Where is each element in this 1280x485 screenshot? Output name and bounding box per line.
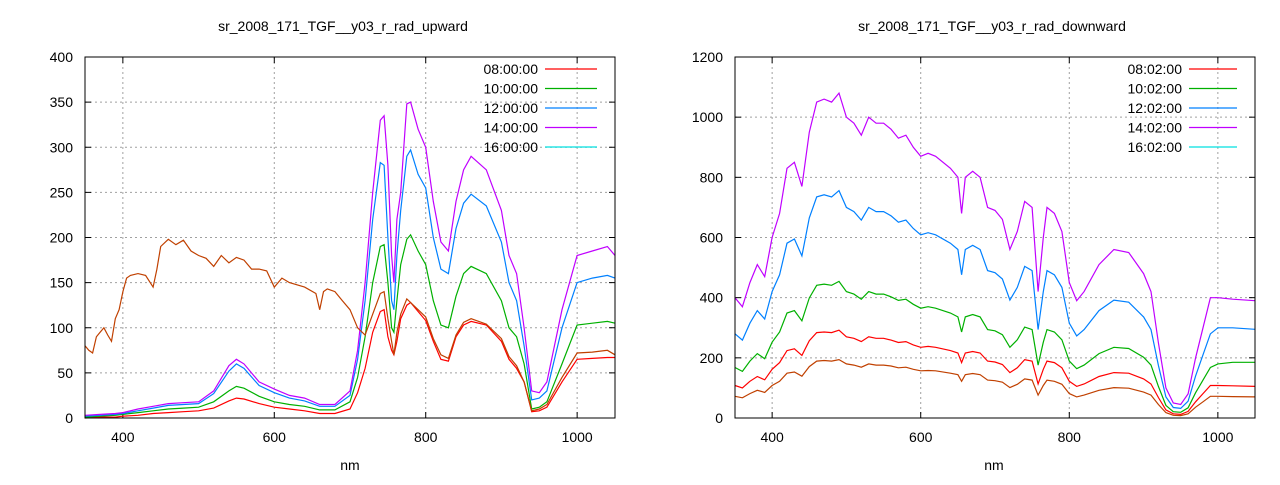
series-line-10-00-00 xyxy=(84,233,616,418)
legend-label: 10:02:00 xyxy=(1128,81,1183,97)
series-line-14-00-00 xyxy=(84,101,616,416)
downward-radiance-plot: sr_2008_171_TGF__y03_r_rad_downward nm 4… xyxy=(692,18,1256,473)
plot-title: sr_2008_171_TGF__y03_r_rad_downward xyxy=(858,18,1126,34)
y-tick-label: 100 xyxy=(50,320,74,336)
y-tick-label: 400 xyxy=(50,49,74,65)
legend-label: 08:02:00 xyxy=(1128,61,1183,77)
series-line-08-00-00 xyxy=(84,301,615,419)
legend-label: 08:00:00 xyxy=(484,61,539,77)
x-tick-label: 1000 xyxy=(1202,429,1233,445)
y-tick-label: 50 xyxy=(57,365,73,381)
series-line-12-00-00 xyxy=(84,148,616,417)
y-tick-label: 800 xyxy=(700,169,724,185)
x-tick-label: 600 xyxy=(263,429,287,445)
legend-label: 16:00:00 xyxy=(484,139,539,155)
legend-label: 16:02:00 xyxy=(1128,139,1183,155)
y-tick-label: 200 xyxy=(700,350,724,366)
legend-label: 14:00:00 xyxy=(484,120,539,136)
series-line-12-02-00 xyxy=(734,189,1256,410)
y-tick-label: 300 xyxy=(50,139,74,155)
upward-radiance-plot: sr_2008_171_TGF__y03_r_rad_upward nm 400… xyxy=(50,18,616,473)
x-tick-label: 400 xyxy=(760,429,784,445)
x-axis-label: nm xyxy=(984,457,1003,473)
legend-label: 12:02:00 xyxy=(1128,100,1183,116)
y-tick-label: 1000 xyxy=(692,109,723,125)
series-line-10-02-00 xyxy=(734,280,1255,413)
plot-title: sr_2008_171_TGF__y03_r_rad_upward xyxy=(218,18,468,34)
x-tick-label: 1000 xyxy=(562,429,593,445)
y-tick-label: 350 xyxy=(50,94,74,110)
x-tick-label: 800 xyxy=(1058,429,1082,445)
legend-label: 14:02:00 xyxy=(1128,120,1183,136)
y-tick-label: 400 xyxy=(700,290,724,306)
plot-frame xyxy=(734,56,1256,419)
y-tick-label: 1200 xyxy=(692,49,723,65)
x-tick-label: 800 xyxy=(414,429,438,445)
series-line-14-02-00 xyxy=(734,91,1256,406)
x-axis-label: nm xyxy=(340,457,359,473)
y-tick-label: 250 xyxy=(50,184,74,200)
series-line-unlabeled xyxy=(84,238,616,412)
plot-frame xyxy=(84,56,616,419)
legend-label: 10:00:00 xyxy=(484,81,539,97)
y-tick-label: 200 xyxy=(50,230,74,246)
y-tick-label: 0 xyxy=(65,410,73,426)
y-tick-label: 0 xyxy=(715,410,723,426)
y-tick-label: 150 xyxy=(50,275,74,291)
x-tick-label: 600 xyxy=(909,429,933,445)
series-line-08-02-00 xyxy=(734,329,1256,416)
x-tick-label: 400 xyxy=(111,429,135,445)
y-tick-label: 600 xyxy=(700,230,724,246)
series-line-unlabeled xyxy=(734,358,1256,417)
legend-label: 12:00:00 xyxy=(484,100,539,116)
